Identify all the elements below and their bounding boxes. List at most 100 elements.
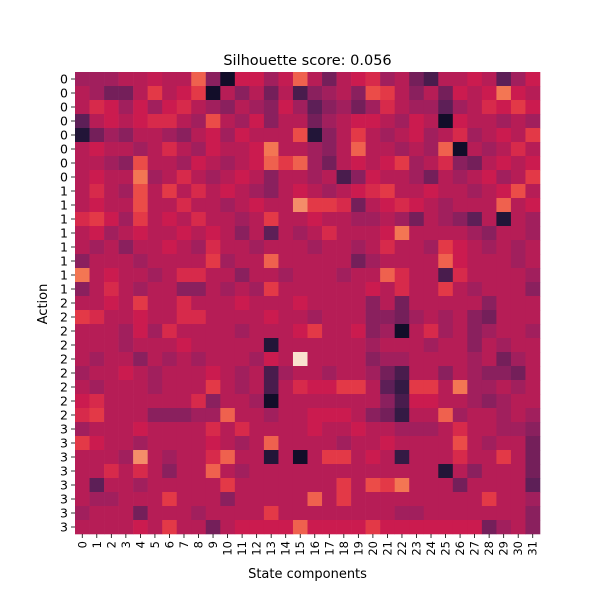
- heatmap-cell: [351, 142, 366, 157]
- heatmap-cell: [481, 520, 497, 535]
- heatmap-cell: [307, 268, 323, 283]
- heatmap-cell: [176, 226, 192, 241]
- heatmap-cell: [278, 226, 294, 241]
- heatmap-cell: [133, 198, 148, 213]
- heatmap-cell: [322, 268, 337, 283]
- heatmap-cell: [423, 464, 439, 479]
- heatmap-cell: [220, 268, 236, 283]
- heatmap-cell: [409, 254, 425, 269]
- heatmap-cell: [89, 324, 105, 339]
- heatmap-cell: [467, 100, 483, 115]
- heatmap-cell: [220, 394, 236, 409]
- heatmap-cell: [423, 100, 439, 115]
- heatmap-cell: [380, 408, 395, 423]
- heatmap-cell: [336, 436, 352, 451]
- heatmap-cell: [525, 520, 541, 535]
- heatmap-cell: [481, 156, 497, 171]
- heatmap-cell: [147, 506, 163, 521]
- heatmap-cell: [336, 170, 352, 185]
- heatmap-cell: [365, 506, 381, 521]
- heatmap-cell: [220, 338, 236, 353]
- heatmap-cell: [481, 86, 497, 101]
- heatmap-cell: [191, 338, 207, 353]
- heatmap-cell: [147, 212, 163, 227]
- heatmap-cell: [394, 492, 410, 507]
- heatmap-cell: [351, 310, 366, 325]
- y-tick-label: 3: [60, 520, 68, 535]
- heatmap-cell: [322, 436, 337, 451]
- heatmap-cell: [104, 506, 119, 521]
- heatmap-cell: [409, 142, 425, 157]
- heatmap-cell: [438, 226, 454, 241]
- heatmap-cell: [380, 394, 395, 409]
- heatmap-cell: [423, 156, 439, 171]
- heatmap-cell: [380, 478, 395, 493]
- heatmap-cell: [351, 72, 366, 87]
- heatmap-cell: [525, 366, 541, 381]
- heatmap-cell: [351, 366, 366, 381]
- heatmap-cell: [336, 212, 352, 227]
- heatmap-cell: [147, 408, 163, 423]
- heatmap-cell: [510, 184, 526, 199]
- heatmap-cell: [292, 338, 308, 353]
- heatmap-cell: [133, 86, 148, 101]
- heatmap-cell: [510, 464, 526, 479]
- heatmap-cell: [351, 268, 366, 283]
- heatmap-cell: [133, 72, 148, 87]
- heatmap-cell: [75, 184, 90, 199]
- heatmap-cell: [525, 436, 541, 451]
- heatmap-cell: [380, 198, 395, 213]
- heatmap-cell: [510, 254, 526, 269]
- heatmap-cell: [104, 450, 119, 465]
- heatmap-cell: [336, 422, 352, 437]
- heatmap-cell: [104, 226, 119, 241]
- heatmap-cell: [452, 366, 468, 381]
- heatmap-cell: [162, 184, 178, 199]
- heatmap-cell: [263, 156, 279, 171]
- y-tick-label: 1: [60, 184, 68, 199]
- heatmap-cell: [263, 408, 279, 423]
- y-tick-label: 2: [60, 394, 68, 409]
- heatmap-cell: [351, 128, 366, 143]
- heatmap-cell: [278, 128, 294, 143]
- heatmap-cell: [481, 422, 497, 437]
- heatmap-cell: [307, 226, 323, 241]
- heatmap-cell: [191, 254, 207, 269]
- heatmap-cell: [525, 282, 541, 297]
- heatmap-cell: [365, 394, 381, 409]
- heatmap-cell: [510, 520, 526, 535]
- heatmap-cell: [307, 100, 323, 115]
- heatmap-cell: [89, 366, 105, 381]
- heatmap-cell: [481, 268, 497, 283]
- heatmap-cell: [75, 492, 90, 507]
- heatmap-cell: [423, 394, 439, 409]
- heatmap-cell: [351, 100, 366, 115]
- heatmap-cell: [89, 198, 105, 213]
- heatmap-cell: [104, 142, 119, 157]
- heatmap-cell: [452, 324, 468, 339]
- heatmap-cell: [365, 282, 381, 297]
- heatmap-cell: [467, 226, 483, 241]
- heatmap-cell: [147, 422, 163, 437]
- heatmap-cell: [249, 450, 265, 465]
- heatmap-cell: [75, 114, 90, 129]
- heatmap-cell: [263, 254, 279, 269]
- heatmap-cell: [176, 310, 192, 325]
- heatmap-cell: [351, 156, 366, 171]
- heatmap-cell: [481, 296, 497, 311]
- heatmap-cell: [452, 114, 468, 129]
- heatmap-cell: [409, 436, 425, 451]
- y-tick-label: 0: [60, 156, 68, 171]
- heatmap-cell: [191, 170, 207, 185]
- y-tick-label: 3: [60, 450, 68, 465]
- heatmap-cell: [438, 464, 454, 479]
- heatmap-cell: [380, 114, 395, 129]
- heatmap-cell: [525, 478, 541, 493]
- heatmap-cell: [234, 184, 250, 199]
- heatmap-cell: [409, 184, 425, 199]
- heatmap-cell: [409, 296, 425, 311]
- heatmap-cell: [322, 296, 337, 311]
- heatmap-cell: [496, 352, 512, 367]
- heatmap-cell: [176, 282, 192, 297]
- heatmap-cell: [336, 394, 352, 409]
